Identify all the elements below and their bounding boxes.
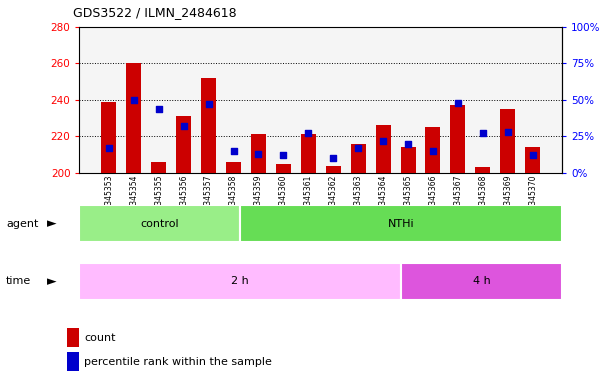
Point — [353, 145, 363, 151]
Point — [453, 100, 463, 106]
Point — [478, 130, 488, 136]
Point — [229, 148, 238, 154]
Text: ►: ► — [47, 217, 57, 230]
Point — [254, 151, 263, 157]
Bar — [226, 162, 241, 173]
Text: ►: ► — [47, 275, 57, 288]
Bar — [67, 352, 79, 371]
Point — [428, 148, 438, 154]
Point — [328, 155, 338, 161]
Bar — [176, 116, 191, 173]
Text: time: time — [6, 276, 31, 286]
Bar — [67, 328, 79, 347]
Bar — [500, 109, 515, 173]
Point — [203, 101, 213, 107]
Bar — [376, 125, 390, 173]
Text: percentile rank within the sample: percentile rank within the sample — [84, 357, 272, 367]
Text: agent: agent — [6, 218, 38, 229]
Bar — [79, 205, 240, 242]
Text: control: control — [141, 218, 179, 229]
Point — [179, 123, 189, 129]
Bar — [126, 63, 141, 173]
Bar — [401, 147, 415, 173]
Text: count: count — [84, 333, 115, 343]
Point — [403, 141, 413, 147]
Bar — [101, 102, 116, 173]
Point — [154, 106, 164, 112]
Point — [279, 152, 288, 158]
Bar — [525, 147, 540, 173]
Point — [528, 152, 538, 158]
Bar — [450, 105, 466, 173]
Text: 4 h: 4 h — [473, 276, 491, 286]
Bar — [301, 134, 316, 173]
Bar — [251, 134, 266, 173]
Bar — [401, 263, 562, 300]
Bar — [240, 205, 562, 242]
Bar — [152, 162, 166, 173]
Point — [378, 137, 388, 144]
Point — [104, 145, 114, 151]
Point — [304, 130, 313, 136]
Bar — [201, 78, 216, 173]
Bar — [79, 263, 401, 300]
Bar — [276, 164, 291, 173]
Text: NTHi: NTHi — [388, 218, 414, 229]
Bar — [475, 167, 490, 173]
Text: GDS3522 / ILMN_2484618: GDS3522 / ILMN_2484618 — [73, 6, 237, 19]
Bar — [351, 144, 365, 173]
Text: 2 h: 2 h — [232, 276, 249, 286]
Point — [503, 129, 513, 135]
Point — [129, 97, 139, 103]
Bar — [326, 166, 341, 173]
Bar — [425, 127, 441, 173]
